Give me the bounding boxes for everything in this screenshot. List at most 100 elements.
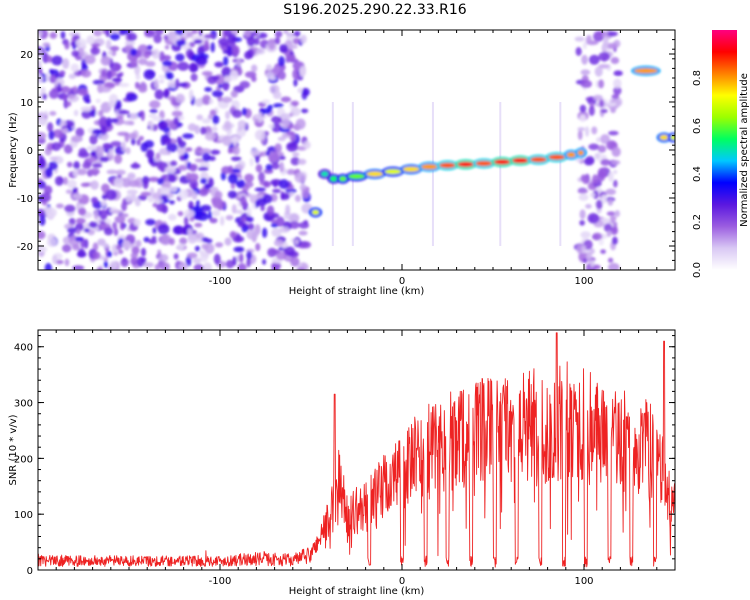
noise-blob (255, 164, 263, 173)
noise-blob (588, 105, 595, 116)
noise-blob (296, 266, 306, 270)
noise-blob (294, 194, 301, 203)
noise-blob (164, 166, 176, 174)
noise-blob (127, 172, 136, 180)
noise-blob (577, 127, 586, 132)
noise-blob (49, 31, 58, 39)
noise-blob (579, 104, 587, 113)
noise-blob (202, 152, 211, 162)
noise-blob (292, 37, 300, 45)
noise-blob (302, 88, 310, 97)
signal-mark (339, 176, 347, 182)
noise-blob (38, 30, 43, 37)
noise-blob (38, 49, 43, 58)
heatmap-xtick-label: 0 (399, 276, 405, 287)
noise-blob (80, 106, 93, 112)
noise-blob (68, 94, 76, 99)
noise-blob (209, 109, 217, 116)
noise-blob (121, 141, 126, 152)
noise-blob (596, 199, 603, 210)
noise-blob (99, 156, 110, 162)
noise-blob (148, 238, 157, 245)
noise-blob (149, 120, 154, 132)
noise-blob (90, 47, 101, 55)
noise-blob (131, 246, 140, 255)
colorbar-tick-label: 0.2 (692, 214, 703, 230)
noise-blob (38, 117, 48, 126)
heatmap-ylabel: Frequency (Hz) (8, 112, 19, 188)
noise-blob (134, 198, 141, 207)
noise-blob (598, 99, 605, 108)
noise-blob (279, 155, 286, 160)
noise-blob (271, 162, 280, 170)
noise-blob (148, 113, 157, 118)
noise-blob (222, 135, 233, 147)
noise-blob (168, 186, 178, 193)
noise-blob (290, 100, 299, 107)
noise-blob (579, 114, 586, 123)
noise-blob (86, 145, 98, 151)
noise-blob (224, 120, 231, 130)
noise-blob (208, 210, 213, 220)
noise-blob (81, 69, 92, 78)
noise-blob (214, 190, 223, 199)
heatmap-ytick-label: 10 (20, 98, 33, 109)
noise-blob (98, 133, 110, 140)
noise-blob (106, 169, 118, 175)
noise-blob (207, 114, 213, 120)
noise-blob (98, 110, 104, 117)
noise-blob (194, 222, 203, 228)
noise-blob (57, 83, 62, 93)
noise-blob (59, 70, 66, 76)
noise-blob (598, 79, 605, 89)
noise-blob (77, 47, 85, 57)
noise-blob (268, 124, 275, 129)
noise-blob (114, 215, 126, 224)
noise-blob (289, 221, 300, 229)
noise-blob (214, 61, 224, 68)
noise-blob (96, 266, 103, 270)
noise-blob (193, 39, 203, 45)
noise-blob (160, 194, 168, 202)
noise-blob (605, 188, 617, 196)
noise-blob (293, 78, 298, 87)
noise-blob (157, 249, 162, 255)
noise-blob (601, 217, 611, 223)
noise-blob (115, 169, 126, 176)
heatmap-noise (38, 30, 623, 270)
noise-blob (285, 188, 297, 194)
noise-blob (585, 252, 592, 261)
noise-blob (62, 177, 69, 185)
noise-blob (130, 256, 139, 266)
noise-blob (73, 109, 79, 117)
noise-blob (72, 168, 78, 177)
noise-blob (261, 227, 268, 238)
noise-blob (77, 88, 89, 96)
colorbar-tick-label: 0.8 (692, 70, 703, 86)
noise-blob (154, 263, 161, 270)
noise-blob (51, 55, 63, 66)
noise-blob (194, 158, 205, 163)
noise-blob (45, 72, 50, 83)
noise-blob (107, 50, 113, 55)
noise-blob (611, 94, 620, 100)
snr-ylabel: SNR (10 * v/v) (8, 414, 19, 485)
noise-blob (59, 85, 71, 94)
noise-blob (204, 131, 217, 141)
noise-blob (237, 221, 247, 228)
noise-blob (247, 223, 255, 231)
noise-blob (235, 233, 241, 243)
noise-blob (290, 257, 300, 267)
noise-blob (108, 148, 115, 156)
noise-blob (169, 199, 175, 205)
noise-blob (142, 262, 154, 268)
noise-blob (112, 209, 123, 214)
noise-blob (160, 262, 171, 270)
noise-blob (277, 116, 283, 124)
noise-blob (101, 194, 107, 200)
noise-blob (212, 209, 221, 217)
colorbar-tick-label: 0.6 (692, 118, 703, 134)
noise-blob (63, 144, 73, 154)
noise-blob (199, 148, 212, 155)
noise-blob (186, 252, 198, 259)
